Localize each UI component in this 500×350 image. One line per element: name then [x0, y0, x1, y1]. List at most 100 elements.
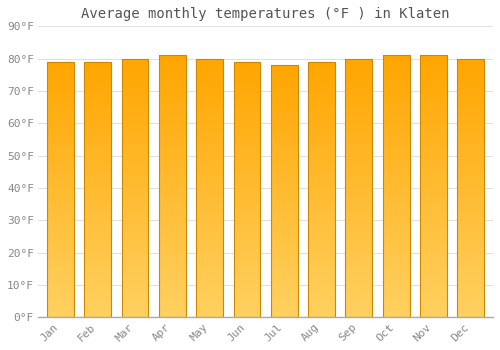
Bar [346, 84, 372, 87]
Bar [271, 83, 297, 85]
Bar [196, 82, 223, 84]
Bar [196, 253, 223, 256]
Bar [159, 210, 186, 213]
Bar [308, 313, 335, 315]
Bar [346, 118, 372, 121]
Bar [271, 88, 297, 90]
Bar [84, 254, 111, 256]
Bar [234, 259, 260, 261]
Bar [382, 95, 409, 97]
Bar [159, 302, 186, 304]
Bar [47, 187, 74, 190]
Bar [420, 63, 447, 66]
Bar [346, 258, 372, 260]
Bar [271, 209, 297, 211]
Bar [234, 282, 260, 284]
Bar [234, 82, 260, 85]
Bar [84, 100, 111, 103]
Bar [346, 59, 372, 61]
Bar [234, 256, 260, 259]
Bar [122, 224, 148, 227]
Bar [84, 297, 111, 300]
Bar [47, 182, 74, 184]
Bar [308, 282, 335, 284]
Bar [159, 155, 186, 158]
Bar [346, 183, 372, 186]
Bar [196, 209, 223, 211]
Bar [47, 302, 74, 305]
Bar [308, 228, 335, 231]
Bar [458, 286, 484, 289]
Bar [159, 208, 186, 210]
Bar [47, 174, 74, 177]
Bar [420, 95, 447, 97]
Bar [308, 67, 335, 70]
Bar [159, 270, 186, 273]
Bar [346, 224, 372, 227]
Bar [122, 304, 148, 307]
Bar [47, 85, 74, 88]
Bar [47, 261, 74, 264]
Bar [234, 77, 260, 80]
Bar [122, 198, 148, 201]
Bar [47, 116, 74, 118]
Bar [382, 202, 409, 205]
Bar [271, 189, 297, 191]
Bar [271, 90, 297, 93]
Bar [122, 204, 148, 206]
Bar [420, 229, 447, 231]
Bar [196, 69, 223, 72]
Bar [458, 271, 484, 273]
Bar [382, 194, 409, 197]
Bar [308, 197, 335, 200]
Bar [346, 87, 372, 90]
Bar [159, 299, 186, 302]
Bar [458, 217, 484, 219]
Bar [196, 217, 223, 219]
Bar [308, 182, 335, 184]
Bar [382, 205, 409, 208]
Bar [420, 270, 447, 273]
Bar [234, 276, 260, 279]
Bar [159, 173, 186, 176]
Bar [420, 103, 447, 105]
Bar [234, 218, 260, 220]
Bar [122, 64, 148, 66]
Bar [271, 118, 297, 121]
Bar [308, 213, 335, 215]
Bar [382, 134, 409, 136]
Bar [234, 274, 260, 276]
Bar [196, 59, 223, 61]
Bar [271, 194, 297, 196]
Bar [458, 110, 484, 113]
Bar [159, 145, 186, 147]
Bar [420, 124, 447, 126]
Bar [159, 171, 186, 173]
Bar [196, 271, 223, 273]
Bar [420, 226, 447, 229]
Bar [382, 296, 409, 299]
Bar [234, 264, 260, 266]
Bar [47, 70, 74, 72]
Bar [122, 276, 148, 279]
Bar [84, 72, 111, 75]
Bar [47, 159, 74, 162]
Bar [234, 159, 260, 162]
Bar [84, 213, 111, 215]
Bar [458, 139, 484, 141]
Bar [346, 97, 372, 100]
Bar [346, 281, 372, 284]
Bar [346, 273, 372, 276]
Bar [382, 178, 409, 181]
Bar [271, 232, 297, 234]
Bar [458, 97, 484, 100]
Bar [196, 126, 223, 128]
Bar [346, 268, 372, 271]
Bar [122, 131, 148, 134]
Bar [346, 147, 372, 149]
Bar [159, 231, 186, 234]
Bar [47, 95, 74, 98]
Bar [382, 262, 409, 265]
Bar [458, 193, 484, 196]
Bar [346, 198, 372, 201]
